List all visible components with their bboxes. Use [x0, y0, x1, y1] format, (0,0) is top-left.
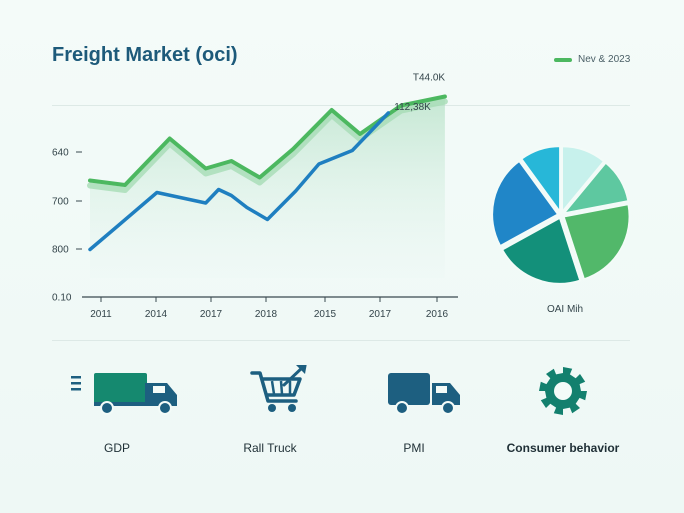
series-blue-end-label: 112,38K — [394, 102, 431, 113]
y-tick-label: 640 — [52, 148, 69, 159]
truck-speed-icon — [71, 373, 177, 415]
header-divider — [52, 105, 630, 106]
x-tick-label: 2015 — [314, 309, 337, 320]
y-axis: 640 700 800 0.10 — [52, 148, 82, 304]
x-tick-label: 2014 — [145, 309, 168, 320]
category-label: Consumer behavior — [506, 441, 620, 455]
y-tick-label: 800 — [52, 245, 69, 256]
category-label: PMI — [403, 441, 425, 455]
category-label: Rall Truck — [243, 441, 297, 455]
category-rail-truck: Rall Truck — [200, 365, 340, 455]
category-pmi: PMI — [344, 365, 484, 455]
series-line-green — [88, 94, 447, 187]
category-gdp: GDP — [47, 365, 187, 455]
series-green-end-label: T44.0K — [413, 73, 446, 84]
series-area — [90, 96, 445, 278]
x-tick-label: 2011 — [90, 309, 112, 320]
legend-swatch — [554, 57, 572, 62]
y-tick-label: 0.10 — [52, 293, 72, 304]
x-axis: 2011 2014 2017 2018 2015 2017 2016 — [90, 297, 449, 320]
category-consumer-behavior: Consumer behavior — [493, 365, 633, 455]
x-tick-label: 2016 — [426, 309, 449, 320]
page-title: Freight Market (oci) — [52, 44, 238, 66]
x-tick-label: 2017 — [200, 309, 223, 320]
x-tick-label: 2017 — [369, 309, 392, 320]
section-divider — [52, 340, 630, 341]
delivery-truck-icon — [388, 373, 460, 415]
y-tick-label: 700 — [52, 197, 69, 208]
category-label: GDP — [103, 441, 130, 455]
x-tick-label: 2018 — [255, 309, 278, 320]
legend: Nev & 2023 — [554, 54, 630, 65]
pie-label: OAI Mih — [546, 304, 584, 315]
shopping-cart-icon — [250, 365, 307, 412]
gear-icon — [539, 367, 587, 415]
series-line-blue — [88, 111, 391, 252]
legend-label: Nev & 2023 — [578, 54, 631, 65]
